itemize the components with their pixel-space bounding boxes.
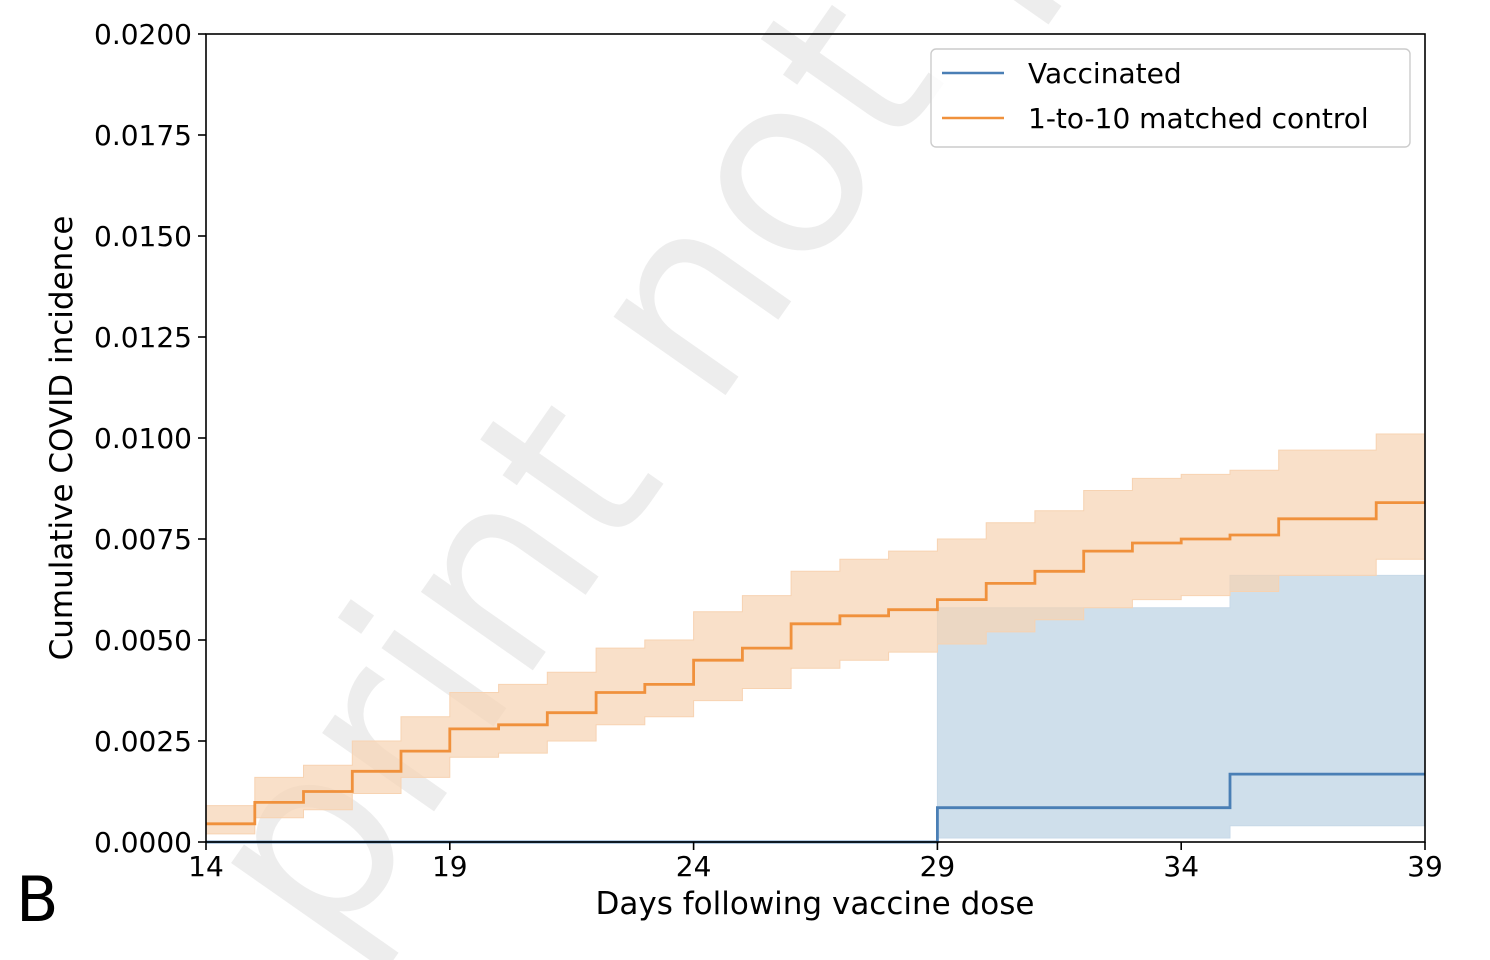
y-tick-label: 0.0150 xyxy=(94,220,192,253)
x-tick-label: 14 xyxy=(188,850,224,883)
y-axis-label: Cumulative COVID incidence xyxy=(44,216,80,661)
y-tick-label: 0.0025 xyxy=(94,725,192,758)
x-tick-label: 24 xyxy=(676,850,712,883)
x-tick-label: 39 xyxy=(1407,850,1443,883)
panel-label: B xyxy=(16,863,59,936)
x-tick-label: 29 xyxy=(920,850,956,883)
x-axis: 14 19 24 29 34 39 xyxy=(188,842,1443,883)
y-tick-label: 0.0175 xyxy=(94,119,192,152)
series-line-control xyxy=(206,501,1425,826)
x-tick-label: 34 xyxy=(1163,850,1199,883)
y-tick-label: 0.0050 xyxy=(94,624,192,657)
y-tick-label: 0.0100 xyxy=(94,422,192,455)
y-axis: 0.0000 0.0025 0.0050 0.0075 0.0100 0.0125 0.01… xyxy=(94,18,206,859)
y-tick-label: 0.0200 xyxy=(94,18,192,51)
legend-label-vaccinated: Vaccinated xyxy=(1028,57,1182,90)
legend: Vaccinated 1-to-10 matched control xyxy=(930,48,1411,148)
x-tick-label: 19 xyxy=(432,850,468,883)
x-axis-label: Days following vaccine dose xyxy=(596,886,1035,922)
y-tick-label: 0.0075 xyxy=(94,523,192,556)
y-tick-label: 0.0125 xyxy=(94,321,192,354)
legend-label-control: 1-to-10 matched control xyxy=(1028,102,1369,135)
y-tick-label: 0.0000 xyxy=(94,826,192,859)
legend-box xyxy=(930,48,1411,148)
